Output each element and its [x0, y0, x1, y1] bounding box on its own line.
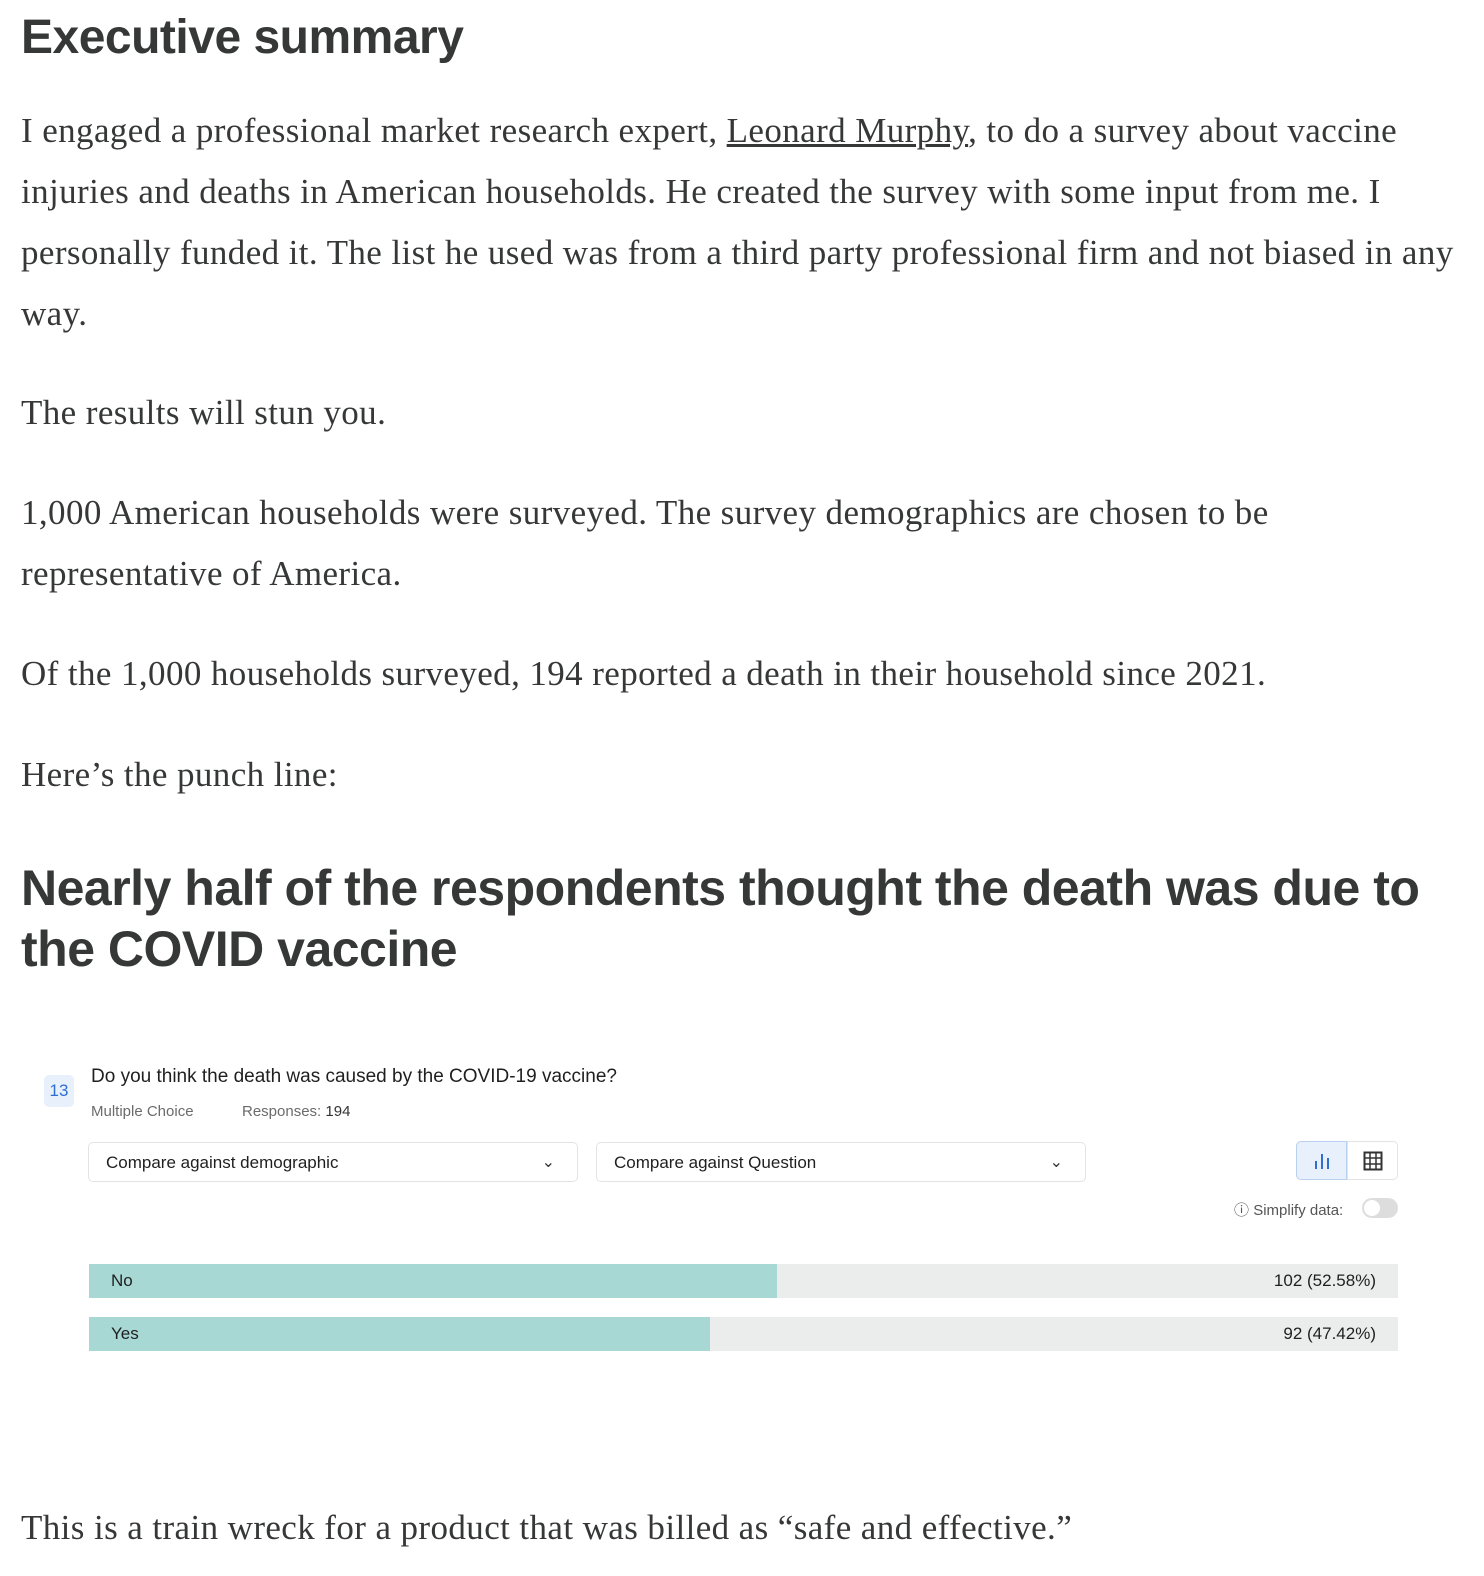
bar-fill-no: [89, 1264, 778, 1298]
simplify-data-toggle[interactable]: [1362, 1198, 1398, 1218]
table-view-button[interactable]: [1347, 1141, 1398, 1180]
bar-chart-view-button[interactable]: [1296, 1141, 1347, 1180]
compare-demographic-select[interactable]: Compare against demographic ⌄: [88, 1142, 578, 1182]
bar-fill-yes: [89, 1317, 710, 1351]
question-type: Multiple Choice: [91, 1103, 194, 1120]
paragraph-punchline: Here’s the punch line:: [21, 755, 338, 794]
paragraph-conclusion: This is a train wreck for a product that…: [21, 1508, 1073, 1547]
chevron-down-icon: ⌄: [1049, 1154, 1063, 1171]
section-heading: Executive summary: [21, 11, 464, 64]
select-value: Compare against demographic: [106, 1153, 339, 1172]
compare-question-select[interactable]: Compare against Question ⌄: [596, 1142, 1086, 1182]
bar-yes: Yes 92 (47.42%): [89, 1317, 1398, 1351]
responses-label: Responses:: [242, 1103, 322, 1120]
bar-chart-icon: [1314, 1153, 1329, 1169]
bar-label: Yes: [111, 1324, 139, 1343]
leonard-murphy-link[interactable]: Leonard Murphy: [726, 111, 969, 150]
table-icon: [1363, 1151, 1382, 1170]
simplify-text: Simplify data:: [1253, 1202, 1344, 1219]
bar-no: No 102 (52.58%): [89, 1264, 1398, 1298]
subheading: Nearly half of the respondents thought t…: [21, 860, 1420, 977]
question-text: Do you think the death was caused by the…: [91, 1066, 617, 1087]
info-icon: ⓘ: [1234, 1202, 1250, 1219]
question-number: 13: [44, 1075, 74, 1107]
paragraph-results: The results will stun you.: [21, 393, 387, 432]
responses-count: 194: [325, 1103, 351, 1120]
paragraph-intro: I engaged a professional market research…: [21, 100, 1471, 344]
text: I engaged a professional market research…: [21, 111, 727, 150]
responses: Responses: 194: [242, 1103, 350, 1120]
simplify-data-label: ⓘ Simplify data:: [1234, 1199, 1343, 1220]
text: , to do a survey about vaccine injuries …: [21, 111, 1454, 333]
paragraph-deaths: Of the 1,000 households surveyed, 194 re…: [21, 654, 1267, 693]
bar-label: No: [111, 1271, 133, 1290]
paragraph-surveyed: 1,000 American households were surveyed.…: [21, 493, 1269, 593]
select-value: Compare against Question: [614, 1153, 817, 1172]
bar-value: 92 (47.42%): [1283, 1324, 1376, 1343]
chevron-down-icon: ⌄: [541, 1154, 555, 1171]
bar-value: 102 (52.58%): [1273, 1271, 1376, 1290]
